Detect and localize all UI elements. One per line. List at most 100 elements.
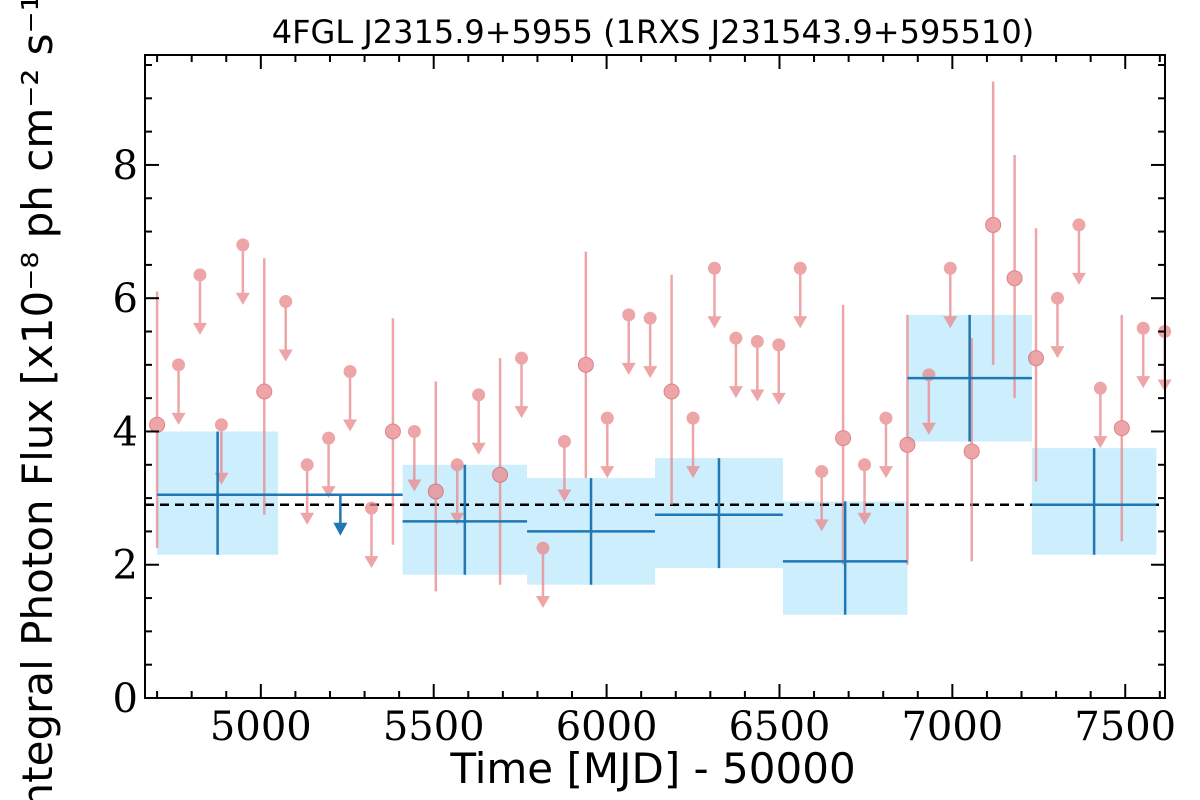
upper-limit-marker [172, 358, 186, 372]
y-tick-label: 2 [113, 543, 138, 589]
upper-limit-arrow [943, 316, 958, 329]
short-bin-point [663, 274, 680, 505]
short-bin-upper-limit [171, 358, 186, 425]
short-bin-upper-limit [621, 308, 636, 375]
upper-limit-arrow [171, 412, 186, 425]
upper-limit-marker [364, 501, 378, 515]
short-bin-point [985, 81, 1002, 365]
short-bin-upper-limit [343, 365, 358, 432]
upper-limit-marker [515, 351, 529, 365]
upper-limit-marker [1093, 381, 1107, 395]
upper-limit-arrow [1050, 346, 1065, 359]
upper-limit-marker [279, 295, 293, 309]
x-tick-label: 6500 [729, 704, 831, 750]
data-point [1006, 270, 1023, 287]
short-bin-point [427, 381, 444, 592]
upper-limit-marker [472, 388, 486, 402]
upper-limit-marker [707, 261, 721, 275]
upper-limit-marker [450, 458, 464, 472]
short-bin-upper-limit [643, 311, 658, 379]
data-point [663, 383, 680, 400]
short-bin-point [899, 314, 916, 565]
upper-limit-arrow [793, 316, 808, 329]
short-bin-upper-limit [300, 458, 315, 525]
upper-limit-arrow [192, 322, 207, 335]
upper-limit-arrow [1136, 376, 1151, 389]
short-bin-upper-limit [878, 411, 893, 479]
upper-limit-arrow [750, 389, 765, 402]
upper-limit-marker [643, 311, 657, 325]
upper-limit-marker [1072, 218, 1086, 232]
data-point [899, 436, 916, 453]
short-bin-upper-limit [192, 268, 207, 335]
short-bin-upper-limit [1093, 381, 1108, 449]
long-bin-ul-arrow [333, 522, 348, 536]
short-bin-upper-limit [857, 458, 872, 525]
upper-limit-arrow [278, 349, 293, 362]
short-bin-upper-limit [750, 335, 765, 402]
data-point [1028, 350, 1045, 367]
short-bin-point [577, 251, 594, 479]
data-point [985, 216, 1002, 233]
upper-limit-marker [772, 338, 786, 352]
upper-limit-arrow [707, 316, 722, 329]
short-bin-upper-limit [278, 295, 293, 362]
upper-limit-arrow [557, 489, 572, 502]
upper-limit-marker [686, 411, 700, 425]
short-bin-point [256, 258, 273, 515]
upper-limit-arrow [364, 556, 379, 569]
y-tick-label: 0 [113, 676, 138, 722]
upper-limit-marker [815, 464, 829, 478]
x-tick-label: 5500 [383, 704, 485, 750]
upper-limit-arrow [407, 479, 422, 492]
upper-limit-marker [300, 458, 314, 472]
upper-limit-marker [557, 434, 571, 448]
data-point [256, 383, 273, 400]
upper-limit-marker [600, 411, 614, 425]
y-tick-label: 8 [113, 143, 138, 189]
short-bin-point [492, 358, 509, 585]
short-bin-point [384, 318, 401, 545]
short-bin-upper-limit [471, 388, 486, 455]
upper-limit-marker [1136, 321, 1150, 335]
upper-limit-marker [943, 261, 957, 275]
short-bin-upper-limit [235, 238, 250, 305]
upper-limit-arrow [643, 366, 658, 379]
short-bin-point [963, 338, 980, 562]
short-bin-point [1028, 228, 1045, 482]
upper-limit-marker [1050, 291, 1064, 305]
short-bin-upper-limit [814, 464, 829, 532]
upper-limit-arrow [450, 512, 465, 525]
upper-limit-marker [343, 365, 357, 379]
short-bin-point [149, 291, 166, 549]
upper-limit-marker [622, 308, 636, 322]
y-tick-label: 4 [113, 409, 138, 455]
upper-limit-marker [793, 261, 807, 275]
upper-limit-arrow [857, 512, 872, 525]
upper-limit-arrow [621, 362, 636, 375]
short-bin-upper-limit [557, 434, 572, 502]
upper-limit-marker [536, 541, 550, 555]
short-bin-upper-limit [793, 261, 808, 329]
short-bin-upper-limit [1071, 218, 1086, 285]
upper-limit-marker [729, 331, 743, 345]
x-tick-label: 6000 [556, 704, 658, 750]
data-point [149, 416, 166, 433]
upper-limit-marker [750, 335, 764, 349]
short-bin-upper-limit [728, 331, 743, 399]
upper-limit-arrow [814, 519, 829, 532]
y-axis-label: Integral Photon Flux [x10⁻⁸ ph cm⁻² s⁻¹] [13, 0, 62, 800]
data-point [1113, 420, 1130, 437]
y-tick-label: 6 [113, 276, 138, 322]
upper-limit-marker [236, 238, 250, 252]
upper-limit-arrow [600, 466, 615, 479]
upper-limit-arrow [878, 466, 893, 479]
upper-limit-marker [193, 268, 207, 282]
data-point [384, 423, 401, 440]
short-bin-point [1006, 154, 1023, 399]
upper-limit-marker [407, 424, 421, 438]
upper-limit-arrow [514, 406, 529, 419]
short-bin-upper-limit [771, 338, 786, 405]
short-bin-point [835, 304, 852, 565]
upper-limit-arrow [343, 419, 358, 432]
